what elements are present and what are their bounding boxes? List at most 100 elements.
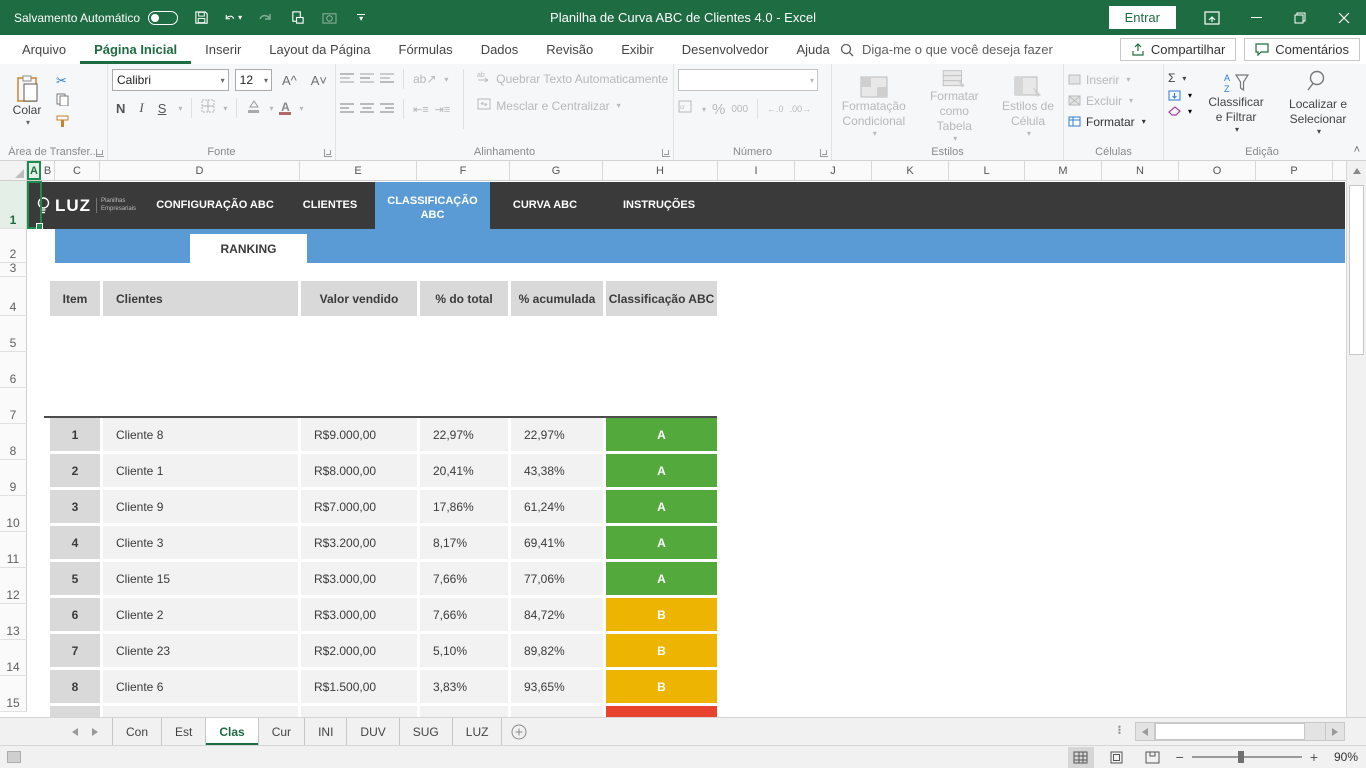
clear-button[interactable]: ▾: [1168, 106, 1192, 117]
bold-button[interactable]: N: [112, 100, 129, 117]
cell-item[interactable]: 5: [50, 562, 100, 595]
row-header-1[interactable]: 1: [0, 181, 27, 229]
restore-button[interactable]: [1278, 0, 1322, 35]
row-header-12[interactable]: 12: [0, 568, 27, 604]
column-header-K[interactable]: K: [872, 161, 949, 180]
column-header-H[interactable]: H: [603, 161, 718, 180]
sheet-tab-luz[interactable]: LUZ: [453, 718, 503, 745]
cell-item[interactable]: 3: [50, 490, 100, 523]
format-cells-button[interactable]: Formatar▾: [1068, 111, 1159, 132]
column-header-P[interactable]: P: [1256, 161, 1333, 180]
vertical-scrollbar[interactable]: [1346, 161, 1366, 717]
row-header-6[interactable]: 6: [0, 352, 27, 388]
sheet-tab-est[interactable]: Est: [162, 718, 206, 745]
cell-classe[interactable]: C: [606, 706, 717, 717]
minimize-button[interactable]: [1234, 0, 1278, 35]
font-color-icon[interactable]: A: [279, 102, 291, 115]
zoom-out-button[interactable]: −: [1176, 749, 1184, 765]
ribbon-tab-exibir[interactable]: Exibir: [607, 35, 668, 64]
format-painter-icon[interactable]: [56, 115, 69, 133]
collapse-ribbon-icon[interactable]: ˄: [1354, 144, 1360, 156]
cell-pct[interactable]: 7,66%: [420, 562, 508, 595]
sheet-tab-sug[interactable]: SUG: [400, 718, 453, 745]
vertical-scroll-thumb[interactable]: [1349, 185, 1364, 355]
column-header-C[interactable]: C: [55, 161, 100, 180]
sheet-tab-ini[interactable]: INI: [305, 718, 347, 745]
cell-item[interactable]: 6: [50, 598, 100, 631]
save-icon[interactable]: [192, 9, 210, 27]
cell-cliente[interactable]: Cliente 8: [103, 418, 298, 451]
cell-pct[interactable]: 1,79%: [420, 706, 508, 717]
print-preview-icon[interactable]: [288, 9, 306, 27]
share-button[interactable]: Compartilhar: [1120, 38, 1236, 61]
horizontal-scrollbar[interactable]: [1135, 722, 1345, 741]
tell-me-search[interactable]: Diga-me o que você deseja fazer: [840, 42, 1053, 57]
row-header-3[interactable]: 3: [0, 263, 27, 277]
sheet-tab-con[interactable]: Con: [113, 718, 162, 745]
new-sheet-button[interactable]: [502, 718, 536, 745]
column-header-G[interactable]: G: [510, 161, 603, 180]
zoom-in-button[interactable]: +: [1310, 749, 1318, 765]
cell-classe[interactable]: A: [606, 562, 717, 595]
cell-pct[interactable]: 17,86%: [420, 490, 508, 523]
select-all-corner[interactable]: [0, 161, 27, 180]
row-header-8[interactable]: 8: [0, 424, 27, 460]
row-header-5[interactable]: 5: [0, 316, 27, 352]
autosave-control[interactable]: Salvamento Automático: [14, 11, 178, 25]
fill-button[interactable]: ▾: [1168, 90, 1192, 101]
font-dialog-launcher[interactable]: [324, 149, 332, 157]
workbook-tab-instruções[interactable]: INSTRUÇÕES: [600, 182, 718, 229]
ranking-tab[interactable]: RANKING: [190, 234, 307, 263]
sign-in-button[interactable]: Entrar: [1109, 6, 1176, 29]
cell-valor[interactable]: R$9.000,00: [301, 418, 417, 451]
ribbon-tab-desenvolvedor[interactable]: Desenvolvedor: [668, 35, 783, 64]
cut-icon[interactable]: ✂: [56, 73, 69, 89]
sheet-grid[interactable]: 123456789101112131415 LUZ PlanilhasEmpre…: [0, 181, 1346, 717]
cell-item[interactable]: 1: [50, 418, 100, 451]
shrink-font-button[interactable]: A˅: [307, 72, 331, 89]
cell-acum[interactable]: 89,82%: [511, 634, 603, 667]
sheet-tab-duv[interactable]: DUV: [347, 718, 399, 745]
alignment-dialog-launcher[interactable]: [662, 149, 670, 157]
cell-item[interactable]: 8: [50, 670, 100, 703]
row-header-11[interactable]: 11: [0, 532, 27, 568]
sheet-prev-icon[interactable]: [72, 728, 78, 736]
cell-pct[interactable]: 3,83%: [420, 670, 508, 703]
sheet-next-icon[interactable]: [92, 728, 98, 736]
find-select-button[interactable]: Localizar e Selecionar▾: [1280, 69, 1356, 137]
borders-icon[interactable]: [201, 99, 215, 118]
sheet-tab-clas[interactable]: Clas: [206, 718, 258, 745]
cell-valor[interactable]: R$8.000,00: [301, 454, 417, 487]
tabsbar-splitter[interactable]: •••: [1118, 726, 1121, 735]
cell-classe[interactable]: B: [606, 670, 717, 703]
ribbon-tab-layout-da-página[interactable]: Layout da Página: [255, 35, 384, 64]
row-header-14[interactable]: 14: [0, 640, 27, 676]
row-header-10[interactable]: 10: [0, 496, 27, 532]
cell-acum[interactable]: 93,65%: [511, 670, 603, 703]
ribbon-display-options-icon[interactable]: [1190, 0, 1234, 35]
font-name-combobox[interactable]: Calibri▾: [112, 69, 229, 91]
cell-item[interactable]: 7: [50, 634, 100, 667]
autosave-toggle[interactable]: [148, 11, 178, 25]
cell-cliente[interactable]: Cliente 6: [103, 670, 298, 703]
column-header-I[interactable]: I: [718, 161, 795, 180]
column-header-A[interactable]: A: [27, 161, 41, 180]
cell-valor[interactable]: R$700,00: [301, 706, 417, 717]
ribbon-tab-fórmulas[interactable]: Fórmulas: [385, 35, 467, 64]
row-header-9[interactable]: 9: [0, 460, 27, 496]
cell-acum[interactable]: 43,38%: [511, 454, 603, 487]
row-header-13[interactable]: 13: [0, 604, 27, 640]
zoom-level[interactable]: 90%: [1328, 750, 1358, 764]
close-button[interactable]: [1322, 0, 1366, 35]
page-layout-view-icon[interactable]: [1104, 747, 1130, 768]
cell-valor[interactable]: R$3.000,00: [301, 598, 417, 631]
cell-acum[interactable]: 69,41%: [511, 526, 603, 559]
workbook-tab-clientes[interactable]: CLIENTES: [285, 182, 375, 229]
ribbon-tab-arquivo[interactable]: Arquivo: [8, 35, 80, 64]
cell-pct[interactable]: 20,41%: [420, 454, 508, 487]
column-header-B[interactable]: B: [41, 161, 55, 180]
column-header-L[interactable]: L: [949, 161, 1025, 180]
ribbon-tab-revisão[interactable]: Revisão: [532, 35, 607, 64]
row-header-2[interactable]: 2: [0, 229, 27, 263]
cell-pct[interactable]: 8,17%: [420, 526, 508, 559]
